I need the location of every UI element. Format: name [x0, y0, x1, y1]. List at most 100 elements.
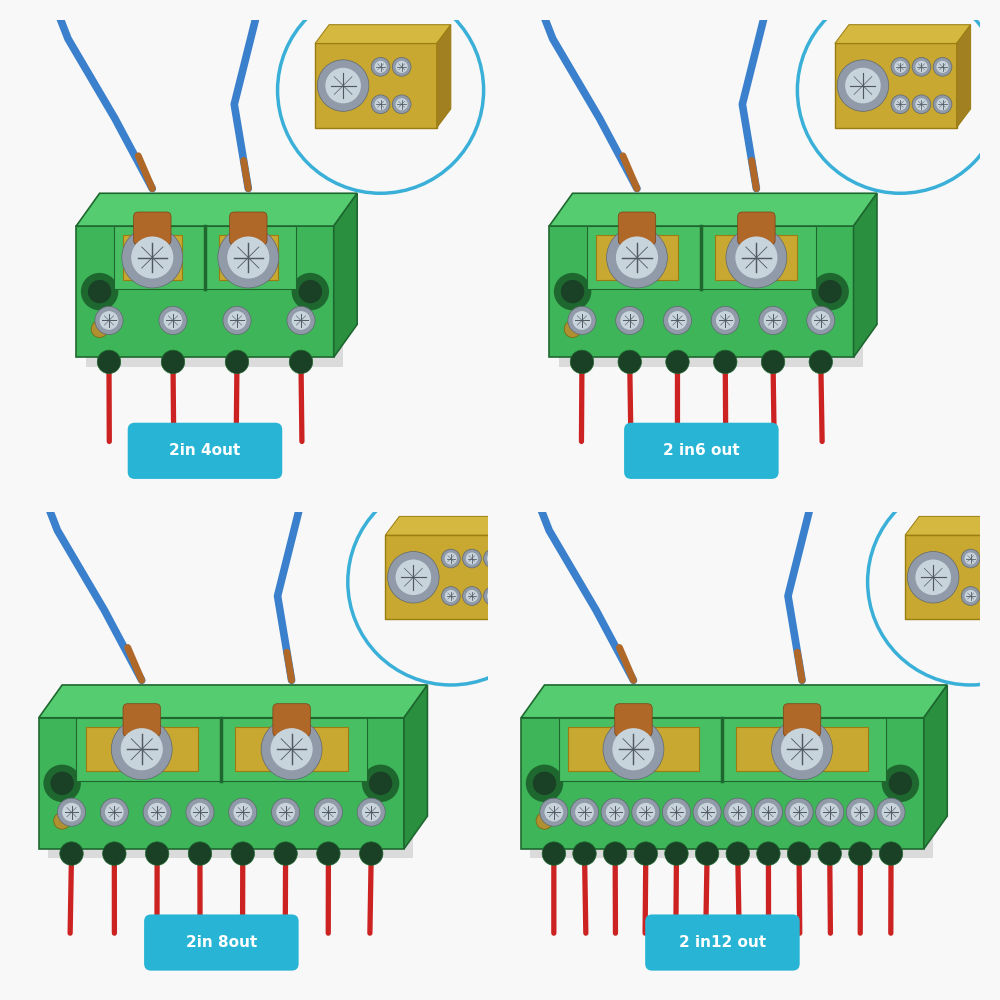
Polygon shape [437, 25, 451, 128]
FancyBboxPatch shape [715, 235, 797, 280]
Circle shape [912, 57, 931, 76]
Circle shape [868, 479, 1000, 685]
Circle shape [603, 842, 627, 865]
FancyBboxPatch shape [76, 226, 334, 357]
Circle shape [317, 842, 340, 865]
FancyBboxPatch shape [549, 226, 854, 357]
Circle shape [148, 803, 167, 822]
Circle shape [554, 273, 591, 310]
FancyBboxPatch shape [738, 212, 775, 245]
Circle shape [131, 236, 173, 279]
Polygon shape [924, 685, 947, 849]
FancyBboxPatch shape [230, 212, 267, 245]
Polygon shape [957, 25, 971, 128]
Circle shape [618, 350, 641, 374]
Circle shape [314, 798, 342, 826]
Circle shape [603, 719, 664, 780]
Circle shape [231, 842, 254, 865]
Circle shape [191, 803, 209, 822]
Polygon shape [521, 685, 947, 718]
Circle shape [533, 772, 556, 795]
Circle shape [757, 842, 780, 865]
Circle shape [568, 306, 596, 335]
FancyBboxPatch shape [559, 718, 886, 781]
Circle shape [632, 798, 660, 826]
Circle shape [982, 549, 1000, 568]
Circle shape [787, 842, 811, 865]
Circle shape [616, 306, 644, 335]
Circle shape [278, 0, 484, 193]
Circle shape [754, 798, 782, 826]
Circle shape [348, 479, 554, 685]
Circle shape [299, 280, 322, 303]
Circle shape [634, 842, 658, 865]
Circle shape [573, 842, 596, 865]
Circle shape [526, 765, 563, 802]
Polygon shape [385, 516, 521, 535]
Circle shape [463, 587, 481, 605]
Circle shape [540, 798, 568, 826]
Circle shape [816, 798, 844, 826]
Circle shape [961, 549, 980, 568]
Circle shape [882, 765, 919, 802]
Circle shape [225, 350, 249, 374]
Circle shape [50, 772, 74, 795]
Circle shape [889, 772, 912, 795]
FancyBboxPatch shape [48, 727, 413, 858]
Circle shape [573, 311, 591, 330]
Circle shape [772, 719, 832, 780]
Circle shape [894, 61, 906, 73]
FancyBboxPatch shape [235, 727, 348, 771]
Circle shape [936, 98, 949, 110]
Circle shape [912, 95, 931, 114]
Circle shape [790, 803, 808, 822]
Circle shape [851, 803, 870, 822]
FancyBboxPatch shape [624, 423, 779, 479]
Circle shape [319, 803, 338, 822]
Circle shape [785, 798, 813, 826]
Circle shape [228, 311, 246, 330]
Circle shape [54, 812, 71, 829]
FancyBboxPatch shape [385, 535, 507, 619]
Circle shape [357, 798, 385, 826]
Circle shape [570, 798, 599, 826]
FancyBboxPatch shape [835, 43, 957, 128]
FancyBboxPatch shape [76, 718, 367, 781]
Circle shape [986, 590, 998, 602]
Text: 2in 8out: 2in 8out [186, 935, 257, 950]
Circle shape [276, 803, 295, 822]
FancyBboxPatch shape [114, 226, 296, 289]
Circle shape [764, 311, 782, 330]
Circle shape [915, 559, 951, 595]
Circle shape [818, 280, 842, 303]
Circle shape [724, 798, 752, 826]
Circle shape [466, 590, 478, 602]
Circle shape [636, 803, 655, 822]
Circle shape [371, 95, 390, 114]
Circle shape [218, 227, 279, 288]
Circle shape [811, 311, 830, 330]
Circle shape [936, 61, 949, 73]
Text: 2 in12 out: 2 in12 out [679, 935, 766, 950]
Circle shape [396, 559, 431, 595]
Circle shape [907, 552, 959, 603]
Polygon shape [549, 193, 877, 226]
Circle shape [445, 590, 457, 602]
Circle shape [100, 311, 118, 330]
Circle shape [616, 236, 658, 279]
Circle shape [360, 842, 383, 865]
Text: 2 in6 out: 2 in6 out [663, 443, 740, 458]
Circle shape [143, 798, 171, 826]
Circle shape [272, 798, 300, 826]
Circle shape [103, 842, 126, 865]
FancyBboxPatch shape [134, 212, 171, 245]
Circle shape [121, 728, 163, 770]
Circle shape [374, 98, 387, 110]
Circle shape [57, 798, 86, 826]
Circle shape [601, 798, 629, 826]
Circle shape [392, 95, 411, 114]
FancyBboxPatch shape [521, 718, 924, 849]
Circle shape [879, 842, 903, 865]
Polygon shape [404, 685, 427, 849]
Circle shape [274, 842, 297, 865]
